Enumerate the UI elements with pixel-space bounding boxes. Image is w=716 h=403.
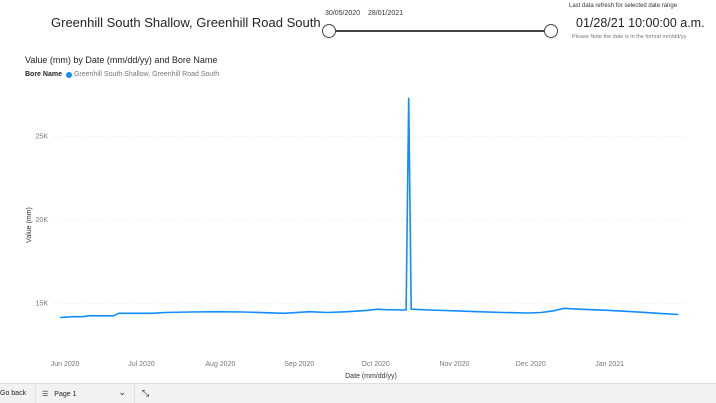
go-back-link[interactable]: Go back	[0, 390, 27, 397]
legend-title: Bore Name	[25, 71, 62, 78]
y-tick-label: 20K	[36, 217, 49, 224]
x-tick-label: Jul 2020	[128, 361, 155, 368]
x-tick-label: Sep 2020	[284, 361, 314, 368]
x-axis-ticks: Jun 2020 Jul 2020 Aug 2020 Sep 2020 Oct 2020…	[51, 361, 624, 368]
x-axis-title: Date (mm/dd/yy)	[345, 373, 397, 380]
collapse-icon[interactable]: ⤡	[142, 388, 150, 398]
y-axis-ticks: 15K 20K 25K	[36, 134, 49, 308]
date-slicer-start[interactable]: 30/05/2020	[325, 10, 361, 17]
x-tick-label: Oct 2020	[361, 361, 390, 368]
refresh-label: Last data refresh for selected date rang…	[569, 3, 678, 9]
chart-title: Value (mm) by Date (mm/dd/yy) and Bore N…	[25, 55, 218, 65]
x-tick-label: Jun 2020	[51, 361, 80, 368]
page-title: Greenhill South Shallow, Greenhill Road …	[51, 15, 321, 30]
date-slider-end-handle[interactable]	[544, 24, 558, 38]
date-slider-track[interactable]	[330, 30, 552, 32]
y-axis-title: Value (mm)	[26, 207, 33, 243]
page-selector[interactable]: ☰ Page 1 ⌄	[35, 384, 135, 403]
date-slider-start-handle[interactable]	[322, 24, 336, 38]
date-slicer-end[interactable]: 28/01/2021	[368, 10, 404, 17]
chevron-down-icon[interactable]: ⌄	[118, 387, 126, 397]
page-list-icon: ☰	[42, 391, 49, 398]
x-tick-label: Aug 2020	[205, 361, 235, 368]
x-tick-label: Jan 2021	[595, 361, 624, 368]
y-tick-label: 15K	[36, 300, 49, 307]
legend-item-label[interactable]: Greenhill South Shallow, Greenhill Road …	[73, 71, 220, 78]
chart-gridlines	[55, 136, 686, 304]
x-tick-label: Dec 2020	[516, 361, 546, 368]
chart-legend: Bore Name Greenhill South Shallow, Green…	[25, 71, 219, 78]
refresh-note: Please Note the date is in the format mm…	[572, 34, 687, 40]
legend-dot	[65, 71, 72, 78]
page-label: Page 1	[54, 390, 77, 398]
bottom-bar: Go back ☰ Page 1 ⌄ ⤡	[0, 383, 716, 403]
y-tick-label: 25K	[36, 134, 49, 141]
refresh-value: 01/28/21 10:00:00 a.m.	[576, 16, 705, 30]
x-tick-label: Nov 2020	[439, 361, 469, 368]
series-line[interactable]	[60, 97, 679, 319]
